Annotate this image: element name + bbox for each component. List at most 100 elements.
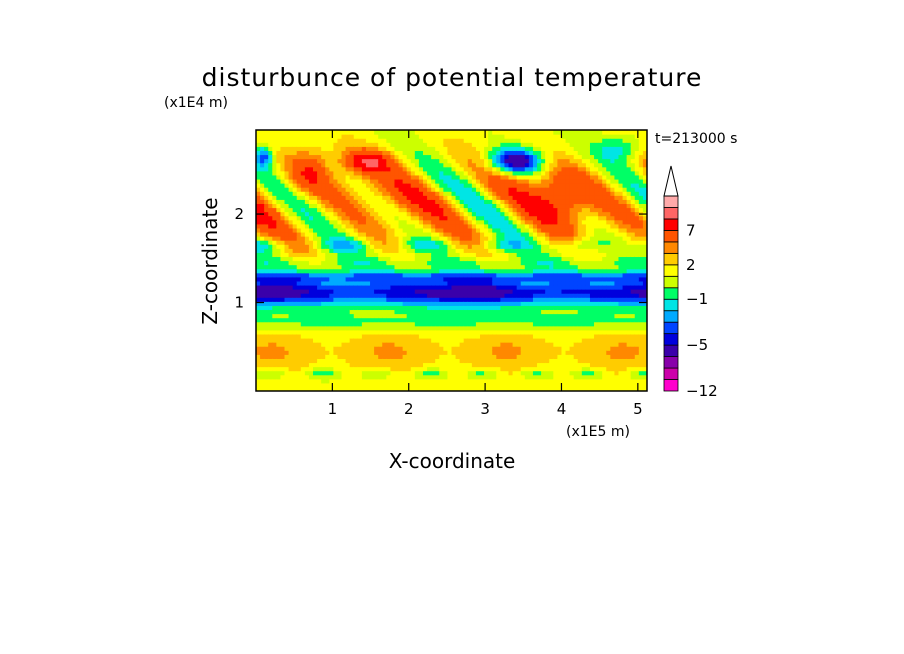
heatmap-cell [488,313,493,319]
heatmap-cell [414,337,420,343]
heatmap-cell [365,174,371,180]
heatmap-cell [382,305,387,311]
heatmap-cell [349,256,355,262]
heatmap-cell [427,219,432,225]
heatmap-cell [569,191,575,196]
heatmap-cell [508,276,514,282]
heatmap-cell [365,280,371,286]
heatmap-cell [260,346,265,351]
heatmap-cell [451,354,457,359]
heatmap-cell [398,321,404,327]
heatmap-cell [349,284,355,290]
heatmap-cell [345,256,351,262]
heatmap-cell [333,301,339,306]
heatmap-cell [418,362,424,368]
heatmap-cell [480,240,485,245]
heatmap-cell [451,236,457,241]
heatmap-cell [443,219,449,225]
heatmap-cell [524,138,530,143]
heatmap-cell [394,354,400,359]
heatmap-cell [410,260,416,266]
heatmap-cell [390,248,396,253]
heatmap-cell [313,260,318,266]
heatmap-cell [553,252,558,258]
heatmap-cell [475,244,481,249]
heatmap-cell [520,305,526,311]
heatmap-cell [475,150,481,156]
heatmap-cell [406,297,412,302]
heatmap-cell [284,366,290,372]
heatmap-cell [459,240,465,245]
heatmap-cell [500,333,506,339]
heatmap-cell [365,313,371,319]
heatmap-cell [325,170,330,176]
heatmap-cell [288,203,294,209]
heatmap-cell [325,366,330,372]
heatmap-cell [431,305,436,311]
heatmap-cell [557,130,563,135]
heatmap-cell [422,317,428,323]
heatmap-cell [467,276,473,282]
heatmap-cell [447,199,453,205]
heatmap-cell [545,370,550,376]
heatmap-cell [569,366,575,372]
heatmap-cell [537,187,542,192]
heatmap-cell [455,268,461,274]
heatmap-cell [260,256,265,262]
heatmap-cell [418,215,424,221]
heatmap-cell [484,146,489,151]
heatmap-cell [557,370,563,376]
heatmap-cell [561,154,567,160]
heatmap-cell [480,138,485,143]
heatmap-cell [488,231,493,237]
heatmap-cell [561,162,567,168]
heatmap-cell [443,382,449,388]
heatmap-cell [276,252,282,258]
heatmap-cell [439,244,444,249]
heatmap-cell [524,260,530,266]
heatmap-cell [361,195,367,200]
heatmap-cell [537,370,542,376]
heatmap-cell [276,158,282,164]
heatmap-cell [341,138,347,143]
heatmap-cell [471,354,477,359]
heatmap-cell [480,313,485,319]
heatmap-cell [374,342,379,347]
heatmap-cell [304,227,310,233]
heatmap-cell [378,162,383,168]
heatmap-cell [296,325,302,331]
heatmap-cell [516,203,522,209]
heatmap-cell [557,138,563,143]
heatmap-cell [292,293,298,298]
heatmap-cell [321,236,326,241]
heatmap-cell [475,211,481,217]
heatmap-cell [492,382,497,388]
heatmap-cell [337,146,343,151]
heatmap-cell [406,309,412,315]
heatmap-cell [422,370,428,376]
heatmap-cell [374,240,379,245]
heatmap-cell [386,150,391,156]
heatmap-cell [382,215,387,221]
heatmap-cell [300,333,306,339]
heatmap-cell [528,231,534,237]
heatmap-cell [545,309,550,315]
heatmap-cell [390,366,396,372]
heatmap-cell [549,268,554,274]
heatmap-cell [304,260,310,266]
heatmap-cell [321,354,326,359]
heatmap-cell [443,174,449,180]
heatmap-cell [484,280,489,286]
heatmap-cell [414,142,420,147]
heatmap-cell [467,174,473,180]
heatmap-cell [329,329,334,335]
heatmap-cell [541,170,546,176]
heatmap-cell [569,240,575,245]
heatmap-cell [317,138,322,143]
heatmap-cell [374,305,379,311]
heatmap-cell [357,374,363,380]
heatmap-cell [394,264,400,270]
heatmap-cell [345,236,351,241]
heatmap-cell [443,264,449,270]
heatmap-cell [418,268,424,274]
